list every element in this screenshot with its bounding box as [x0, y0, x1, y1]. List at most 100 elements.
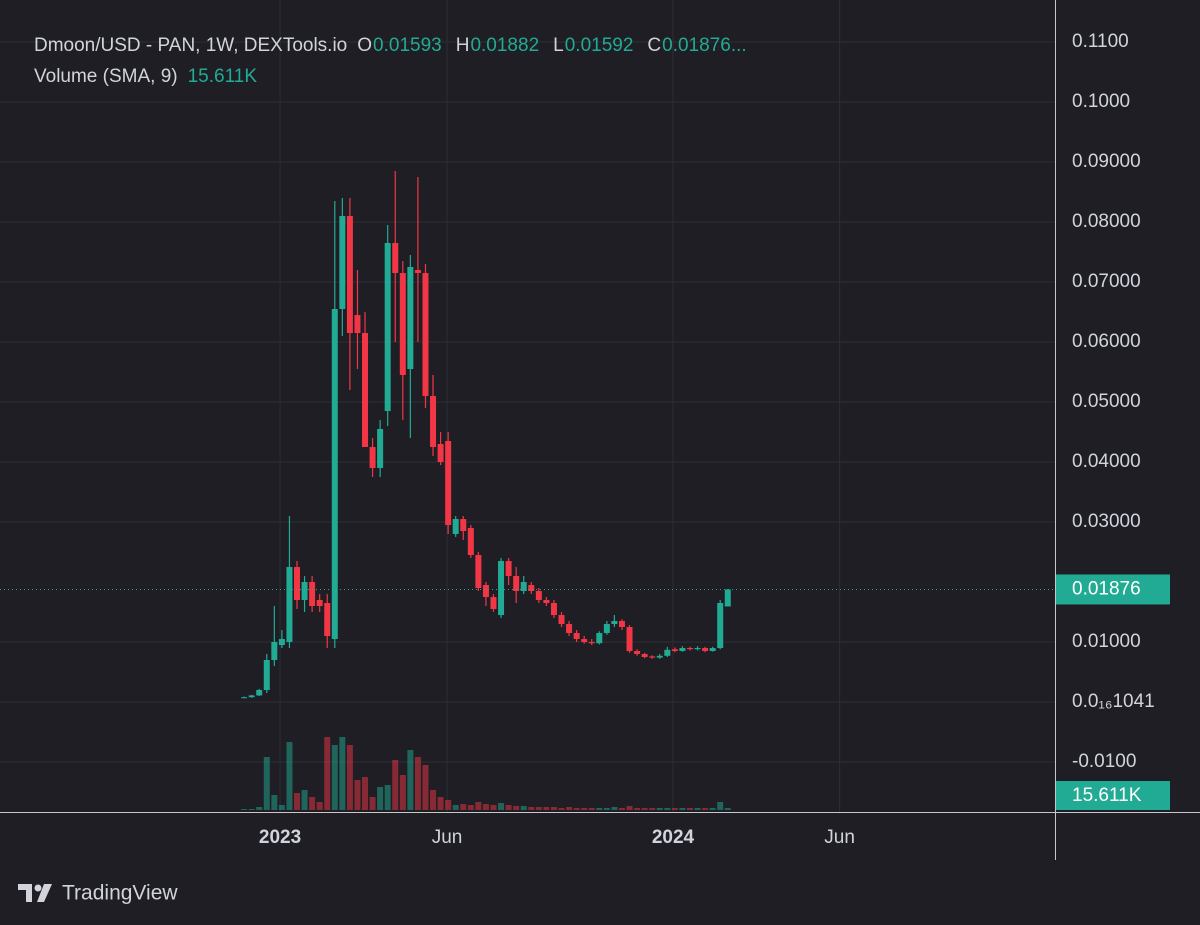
volume-bar — [482, 804, 489, 810]
candle-body — [513, 576, 520, 592]
candle-body — [437, 444, 444, 463]
volume-bar — [505, 805, 512, 810]
candle-body — [490, 597, 497, 610]
volume-bar — [256, 807, 263, 810]
volume-bar — [445, 800, 452, 810]
volume-bar — [475, 802, 482, 810]
candle-body — [422, 273, 429, 397]
volume-bar — [490, 805, 497, 810]
candle-body — [407, 267, 414, 370]
y-tick-label: 0.05000 — [1072, 391, 1141, 412]
volume-bar — [294, 793, 301, 810]
y-tick-label: 0.1000 — [1072, 91, 1130, 112]
legend-ohlc-letter: L — [553, 35, 564, 56]
candle-body — [679, 648, 686, 652]
volume-bar — [437, 797, 444, 810]
candle-body — [278, 639, 285, 646]
volume-bar — [543, 807, 550, 810]
branding: TradingView — [62, 882, 178, 905]
candle-body — [626, 627, 633, 652]
volume-bar — [422, 765, 429, 810]
y-tick-label: 0.1100 — [1072, 31, 1129, 52]
volume-bar — [686, 808, 693, 810]
legend-title: Dmoon/USD - PAN, 1W, DEXTools.io — [34, 35, 347, 56]
volume-bar — [671, 808, 678, 810]
candle-body — [641, 654, 648, 658]
legend-ohlc-value: 0.01593 — [373, 35, 442, 56]
candle-body — [656, 655, 663, 658]
volume-bar — [626, 806, 633, 810]
candle-body — [694, 648, 701, 650]
x-tick-label: Jun — [432, 827, 463, 848]
candle-body — [603, 624, 610, 634]
candle-body — [702, 648, 709, 652]
volume-bar — [566, 807, 573, 810]
volume-bar — [377, 787, 384, 810]
volume-bar — [339, 737, 346, 810]
legend-ohlc-letter: O — [357, 35, 372, 56]
volume-bar — [369, 797, 376, 810]
candle-body — [399, 273, 406, 376]
candle-body — [384, 243, 391, 412]
legend-ohlc-value: 0.01592 — [565, 35, 634, 56]
candle-body — [581, 639, 588, 643]
volume-bar — [520, 806, 527, 810]
candle-body — [256, 690, 263, 696]
y-tick-label: 0.09000 — [1072, 151, 1141, 172]
y-tick-label: 0.03000 — [1072, 511, 1141, 532]
candle-body — [634, 651, 641, 655]
volume-bar — [399, 775, 406, 810]
candle-body — [505, 561, 512, 577]
candle-body — [709, 648, 716, 652]
volume-bar — [407, 750, 414, 810]
volume-bar — [558, 808, 565, 810]
candle-body — [482, 585, 489, 598]
candle-body — [671, 649, 678, 652]
candle-body — [611, 621, 618, 625]
volume-bar — [709, 808, 716, 810]
candle-body — [414, 270, 421, 274]
volume-bar — [581, 808, 588, 810]
volume-bar — [241, 809, 248, 810]
candle-body — [520, 582, 527, 592]
candle-body — [286, 567, 293, 643]
candle-body — [445, 441, 452, 526]
y-tick-label: 0.01000 — [1072, 631, 1141, 652]
candle-body — [467, 528, 474, 556]
candle-body — [664, 649, 671, 656]
volume-bar — [460, 804, 467, 810]
candle-body — [331, 309, 338, 640]
x-tick-label: 2024 — [652, 827, 695, 848]
volume-bar — [588, 808, 595, 810]
volume-bar — [286, 742, 293, 810]
last-price-label: 0.01876 — [1072, 578, 1141, 599]
legend-ohlc-letter: C — [647, 35, 661, 56]
volume-bar — [301, 790, 308, 810]
y-tick-label: -0.0100 — [1072, 751, 1136, 772]
volume-bar — [550, 807, 557, 810]
volume-bar — [362, 777, 369, 810]
volume-bar — [248, 809, 255, 810]
candle-body — [543, 600, 550, 604]
volume-bar — [656, 808, 663, 810]
candle-body — [377, 429, 384, 469]
candle-body — [271, 642, 278, 661]
legend-ohlc-value: 0.01876 — [662, 35, 731, 56]
candle-body — [475, 555, 482, 589]
volume-bar — [452, 805, 459, 810]
x-tick-label: 2023 — [259, 827, 301, 848]
y-tick-label: 0.04000 — [1072, 451, 1141, 472]
candle-body — [535, 591, 542, 601]
volume-bar — [618, 808, 625, 810]
candle-body — [301, 582, 308, 601]
volume-bar — [634, 808, 641, 810]
volume-bar — [535, 807, 542, 810]
volume-bar — [309, 797, 316, 810]
volume-bar — [603, 808, 610, 810]
candle-body — [588, 642, 595, 644]
volume-bar — [679, 808, 686, 810]
volume-bar — [611, 807, 618, 810]
candle-body — [618, 621, 625, 628]
candle-body — [369, 447, 376, 469]
